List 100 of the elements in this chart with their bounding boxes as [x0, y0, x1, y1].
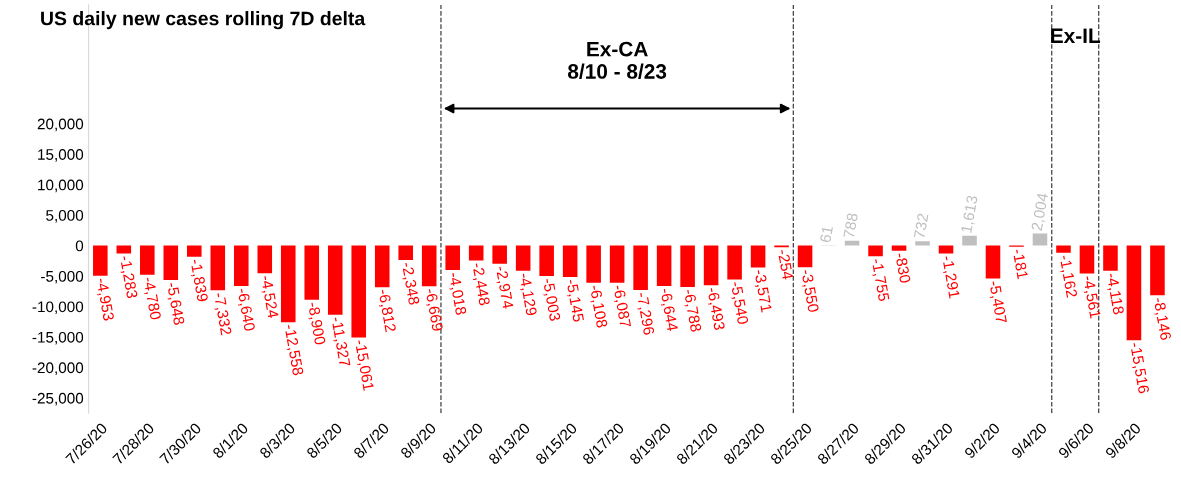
data-label: -5,540	[728, 281, 749, 325]
bar	[233, 245, 249, 287]
data-label: -4,780	[141, 276, 162, 321]
data-label: -254	[777, 249, 794, 280]
data-label: 788	[843, 212, 859, 239]
data-label: -4,129	[517, 272, 538, 317]
data-label: -8,900	[306, 301, 326, 346]
bar	[304, 245, 320, 300]
bar	[351, 245, 367, 338]
data-label: -7,296	[634, 292, 655, 336]
data-label: -2,348	[400, 261, 420, 306]
data-label: -6,644	[658, 288, 679, 332]
bar	[539, 245, 554, 277]
y-tick-label: 20,000	[37, 118, 84, 132]
bar	[210, 245, 226, 291]
data-label: -181	[1012, 248, 1029, 280]
data-label: -4,018	[447, 272, 467, 316]
data-label: 61	[819, 225, 834, 243]
bar	[727, 245, 742, 280]
data-label: 1,613	[960, 195, 980, 234]
bar	[1032, 233, 1048, 246]
data-label: -4,561	[1081, 275, 1101, 319]
bar	[797, 245, 813, 268]
data-label: -6,812	[376, 289, 397, 333]
y-tick-label: 0	[75, 240, 84, 252]
bar	[1103, 245, 1118, 271]
data-label: -11,327	[329, 316, 351, 368]
bar	[915, 241, 930, 246]
data-label: -1,283	[118, 255, 138, 299]
data-label: -8,146	[1151, 297, 1172, 341]
bar	[586, 245, 601, 283]
bar	[1126, 245, 1142, 341]
bar	[750, 245, 766, 268]
annotation: Ex-IL	[1051, 28, 1101, 43]
y-tick-label: 5,000	[46, 210, 84, 223]
bar	[868, 245, 883, 257]
data-label: -1,839	[188, 258, 209, 303]
data-label: -15,061	[353, 339, 375, 392]
annotation: Ex-CA 8/10 - 8/23	[568, 41, 667, 80]
y-tick-label: -25,000	[32, 392, 84, 406]
data-label: -6,788	[681, 288, 702, 333]
data-label: -3,550	[799, 269, 820, 313]
bar	[1056, 245, 1071, 253]
y-tick-label: -10,000	[32, 301, 84, 315]
data-label: -830	[895, 252, 911, 284]
bar	[656, 245, 672, 287]
bar	[140, 245, 155, 275]
data-label: -6,493	[705, 287, 726, 331]
bar	[680, 245, 695, 287]
bar	[515, 245, 531, 271]
bar	[445, 245, 460, 271]
data-label: -4,118	[1104, 272, 1125, 316]
data-label: -4,953	[94, 277, 115, 322]
bar	[985, 245, 1001, 279]
y-tick-label: -20,000	[32, 362, 84, 375]
bar	[1079, 245, 1095, 274]
data-label: -2,448	[470, 262, 491, 306]
data-label: -3,571	[752, 269, 773, 313]
bar	[962, 235, 977, 246]
y-tick-label: 15,000	[38, 149, 84, 162]
y-tick-label: -5,000	[41, 270, 84, 284]
bar	[187, 245, 202, 257]
data-label: -1,755	[869, 258, 890, 302]
data-label: -4,524	[259, 275, 279, 319]
data-label: -6,640	[235, 288, 256, 332]
data-label: 732	[913, 213, 929, 239]
bar	[891, 245, 907, 251]
y-tick-label: 10,000	[38, 179, 84, 193]
data-label: -6,669	[423, 288, 444, 332]
data-label: -12,558	[282, 324, 304, 376]
bar	[93, 245, 108, 276]
bar	[398, 245, 413, 260]
y-tick-label: -15,000	[32, 331, 84, 345]
bar	[492, 245, 507, 264]
bar	[257, 245, 273, 274]
bar	[163, 245, 179, 281]
data-label: -5,407	[987, 280, 1008, 324]
data-label: -2,974	[493, 265, 514, 310]
data-label: -6,108	[587, 284, 608, 329]
data-label: -1,291	[940, 255, 961, 299]
bar	[609, 245, 625, 283]
data-label: -7,332	[212, 292, 232, 336]
data-label: -5,648	[165, 281, 185, 326]
data-label: 2,004	[1031, 192, 1051, 232]
bar	[374, 245, 390, 288]
bar	[844, 240, 860, 246]
data-label: -6,087	[611, 284, 632, 329]
bar	[703, 245, 719, 286]
data-label: -5,003	[540, 278, 561, 322]
chart-title: US daily new cases rolling 7D delta	[41, 11, 366, 30]
data-label: -15,516	[1128, 342, 1150, 394]
data-label: -5,145	[564, 278, 585, 323]
bar	[562, 245, 578, 277]
data-label: -1,162	[1057, 254, 1078, 299]
bar	[421, 245, 437, 287]
bar	[280, 245, 296, 323]
bar	[327, 245, 343, 315]
bar	[468, 245, 484, 261]
bar	[1150, 245, 1165, 296]
bar	[633, 245, 648, 291]
